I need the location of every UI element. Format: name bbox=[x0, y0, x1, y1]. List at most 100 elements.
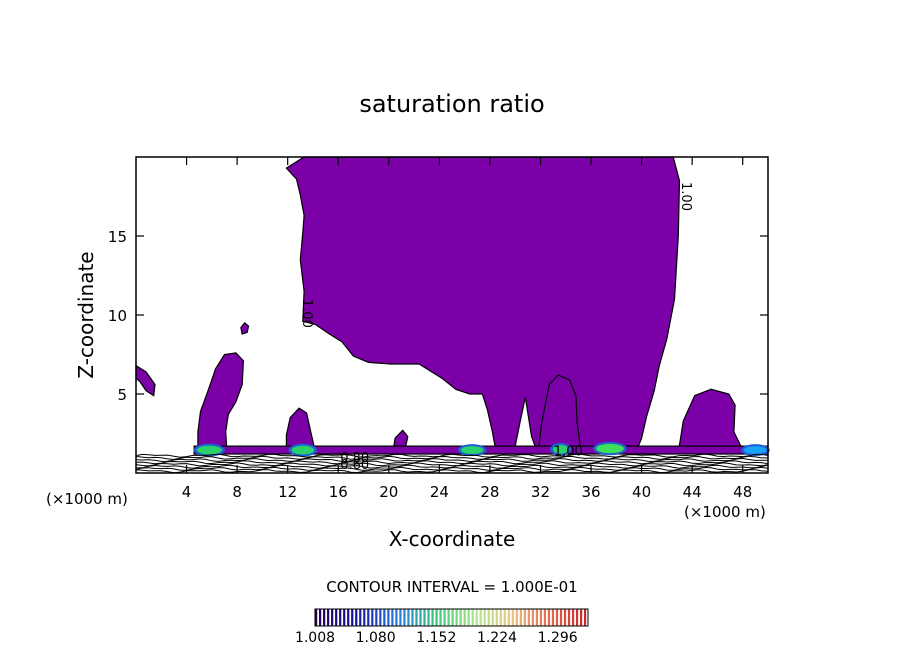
colorbar-stripe-15 bbox=[375, 609, 378, 626]
core-3 bbox=[553, 444, 569, 454]
colorbar-stripe-64 bbox=[571, 609, 575, 626]
surface-contour-3 bbox=[135, 460, 769, 465]
colorbar-tick-2: 1.152 bbox=[416, 630, 456, 646]
colorbar-stripe-5 bbox=[335, 609, 338, 626]
x-tick-label-11: 48 bbox=[733, 483, 752, 501]
colorbar-stripe-1 bbox=[319, 609, 322, 626]
colorbar-stripe-6 bbox=[339, 609, 342, 626]
colorbar-tick-1: 1.080 bbox=[356, 630, 396, 646]
colorbar-stripe-44 bbox=[491, 609, 494, 626]
colorbar-stripe-49 bbox=[511, 609, 514, 626]
colorbar-stripe-21 bbox=[399, 609, 402, 626]
colorbar-stripe-61 bbox=[559, 609, 563, 626]
colorbar-stripe-16 bbox=[379, 609, 382, 626]
region-main-upper-plume bbox=[285, 156, 681, 455]
colorbar-stripe-38 bbox=[467, 609, 470, 626]
colorbar-stripe-29 bbox=[431, 609, 434, 626]
x-tick-label-6: 28 bbox=[480, 483, 499, 501]
surface-contour-2 bbox=[135, 457, 769, 463]
colorbar-tick-0: 1.008 bbox=[295, 630, 335, 646]
x-tick-label-8: 36 bbox=[581, 483, 600, 501]
contour-interval-text: CONTOUR INTERVAL = 1.000E-01 bbox=[326, 578, 577, 596]
colorbar-stripe-19 bbox=[391, 609, 394, 626]
colorbar-stripe-18 bbox=[387, 609, 390, 626]
surface-contours bbox=[135, 453, 769, 474]
colorbar-stripe-37 bbox=[463, 609, 466, 626]
colorbar-stripe-59 bbox=[551, 609, 555, 626]
core-4 bbox=[596, 443, 624, 454]
colorbar-stripe-66 bbox=[579, 609, 583, 626]
contour-label-4: 0.60 bbox=[340, 458, 369, 473]
colorbar bbox=[315, 609, 587, 626]
colorbar-stripe-48 bbox=[507, 609, 510, 626]
colorbar-stripe-32 bbox=[443, 609, 446, 626]
y-axis-label: Z-coordinate bbox=[74, 251, 98, 378]
colorbar-stripe-67 bbox=[583, 609, 587, 626]
colorbar-stripe-36 bbox=[459, 609, 462, 626]
colorbar-stripe-8 bbox=[347, 609, 350, 626]
colorbar-stripe-47 bbox=[503, 609, 506, 626]
core-1 bbox=[291, 445, 315, 455]
colorbar-stripe-65 bbox=[575, 609, 579, 626]
y-tick-label-1: 10 bbox=[108, 307, 127, 325]
colorbar-stripe-10 bbox=[355, 609, 358, 626]
colorbar-stripe-35 bbox=[455, 609, 458, 626]
colorbar-tick-labels: 1.008 1.080 1.152 1.224 1.296 bbox=[295, 630, 578, 646]
surface-contour-6 bbox=[135, 466, 769, 472]
colorbar-stripe-13 bbox=[367, 609, 370, 626]
x-axis-ticks: 4 8 12 16 20 24 28 32 36 40 44 48 bbox=[182, 157, 752, 501]
colorbar-stripe-14 bbox=[371, 609, 374, 626]
surface-contour-4 bbox=[135, 462, 769, 467]
colorbar-stripe-41 bbox=[479, 609, 482, 626]
surface-contour-1 bbox=[135, 455, 768, 460]
x-tick-label-9: 40 bbox=[632, 483, 651, 501]
colorbar-stripe-30 bbox=[435, 609, 438, 626]
region-blob-9km bbox=[240, 322, 250, 335]
region-left-edge-blob bbox=[135, 364, 156, 397]
colorbar-stripe-20 bbox=[395, 609, 398, 626]
y-tick-label-2: 15 bbox=[108, 228, 127, 246]
core-0 bbox=[196, 445, 222, 455]
colorbar-stripe-55 bbox=[535, 609, 539, 626]
colorbar-stripe-9 bbox=[351, 609, 354, 626]
contour-label-1: 1.00 bbox=[678, 182, 693, 211]
y-axis-ticks: 5 10 15 bbox=[108, 228, 768, 404]
x-tick-label-1: 8 bbox=[232, 483, 242, 501]
high-value-cores bbox=[193, 441, 770, 457]
colorbar-stripe-40 bbox=[475, 609, 478, 626]
x-axis-label: X-coordinate bbox=[389, 527, 516, 551]
colorbar-stripe-3 bbox=[327, 609, 330, 626]
x-unit-right: (×1000 m) bbox=[684, 503, 766, 521]
surface-contour-0 bbox=[135, 453, 769, 458]
colorbar-stripe-60 bbox=[555, 609, 559, 626]
colorbar-stripe-50 bbox=[515, 609, 518, 626]
colorbar-stripe-26 bbox=[419, 609, 422, 626]
contour-labels: 1.00 1.00 1.00 0.800.60 bbox=[299, 182, 693, 473]
x-tick-label-3: 16 bbox=[329, 483, 348, 501]
colorbar-stripe-58 bbox=[547, 609, 551, 626]
colorbar-stripe-4 bbox=[331, 609, 334, 626]
colorbar-stripe-57 bbox=[543, 609, 547, 626]
colorbar-stripe-53 bbox=[527, 609, 530, 626]
colorbar-stripe-42 bbox=[483, 609, 486, 626]
colorbar-stripe-45 bbox=[495, 609, 498, 626]
colorbar-stripe-46 bbox=[499, 609, 502, 626]
colorbar-stripe-31 bbox=[439, 609, 442, 626]
colorbar-stripe-25 bbox=[415, 609, 418, 626]
x-tick-label-0: 4 bbox=[182, 483, 192, 501]
colorbar-tick-3: 1.224 bbox=[477, 630, 517, 646]
colorbar-tick-4: 1.296 bbox=[538, 630, 578, 646]
x-tick-label-2: 12 bbox=[278, 483, 297, 501]
chart-title: saturation ratio bbox=[359, 90, 544, 118]
colorbar-stripe-27 bbox=[423, 609, 426, 626]
region-column-45km bbox=[677, 388, 745, 454]
x-tick-label-4: 20 bbox=[379, 483, 398, 501]
colorbar-stripe-17 bbox=[383, 609, 386, 626]
colorbar-stripe-28 bbox=[427, 609, 430, 626]
contour-label-3: 0.80 bbox=[340, 451, 369, 466]
colorbar-stripe-43 bbox=[487, 609, 490, 626]
x-unit-left: (×1000 m) bbox=[46, 490, 128, 508]
region-column-33km bbox=[537, 374, 582, 455]
region-column-6km bbox=[197, 352, 245, 454]
